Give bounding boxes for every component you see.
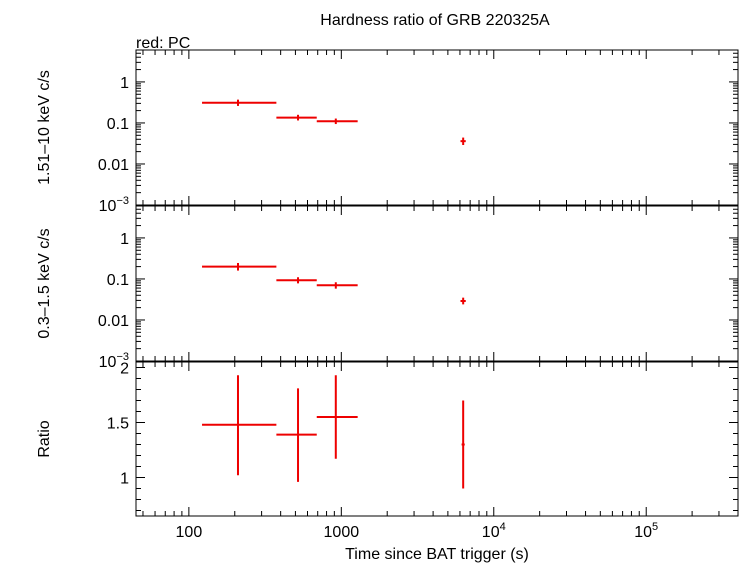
data-point	[276, 114, 317, 121]
y-tick-label: 10−3	[99, 351, 129, 371]
panel-1: 1 0.1 0.01 10−3 1.51–10 keV c/s	[36, 49, 739, 215]
x-tick-label-exponent: 5	[652, 521, 658, 533]
y-tick-label: 1	[120, 231, 129, 248]
y-tick-label: 0.01	[98, 313, 129, 330]
y-axis-label: 0.3–1.5 keV c/s	[36, 228, 53, 338]
chart-title: Hardness ratio of GRB 220325A	[320, 12, 550, 29]
data-point	[202, 375, 277, 476]
data-point	[316, 118, 358, 125]
chart-subtitle: red: PC	[136, 35, 190, 52]
panel-frame	[135, 49, 739, 206]
y-tick-label: 10−3	[99, 195, 129, 215]
y-tick-label: 1	[120, 471, 129, 488]
x-tick-label: 1000	[324, 524, 360, 541]
y-tick-label: 0.01	[98, 157, 129, 174]
y-tick-label: 1	[120, 75, 129, 92]
x-tick-label: 105	[634, 521, 658, 541]
x-tick-label: 100	[176, 524, 203, 541]
data-point	[202, 262, 277, 271]
data-point	[316, 375, 358, 459]
data-point	[202, 99, 277, 106]
y-tick-label: 0.1	[107, 116, 129, 133]
data-point	[460, 137, 466, 146]
y-tick-label: 1.5	[107, 416, 129, 433]
y-tick-label-exponent: −3	[116, 195, 129, 207]
panel-frame	[135, 205, 739, 362]
data-point	[461, 400, 465, 489]
x-tick-label-base: 10	[482, 524, 500, 541]
y-axis-label: 1.51–10 keV c/s	[36, 70, 53, 185]
panel-2: 1 0.1 0.01 10−3 0.3–1.5 keV c/s	[36, 205, 739, 371]
data-point	[316, 282, 358, 289]
y-tick-label-base: 10	[99, 354, 117, 371]
x-tick-label: 104	[482, 521, 506, 541]
data-point	[460, 297, 466, 305]
panel-frame	[135, 361, 739, 517]
x-tick-label-exponent: 4	[500, 521, 506, 533]
y-tick-label-exponent: −3	[116, 351, 129, 363]
y-tick-label: 2	[120, 361, 129, 378]
y-tick-label-base: 10	[99, 198, 117, 215]
data-point	[276, 388, 317, 482]
x-tick-label-base: 10	[634, 524, 652, 541]
y-tick-label: 0.1	[107, 272, 129, 289]
data-point	[276, 277, 317, 284]
y-axis-label: Ratio	[36, 420, 53, 457]
x-axis: 100 1000 104 105	[176, 521, 659, 541]
x-axis-label: Time since BAT trigger (s)	[345, 546, 529, 563]
panel-3: 1 1.5 2 Ratio	[36, 361, 739, 517]
